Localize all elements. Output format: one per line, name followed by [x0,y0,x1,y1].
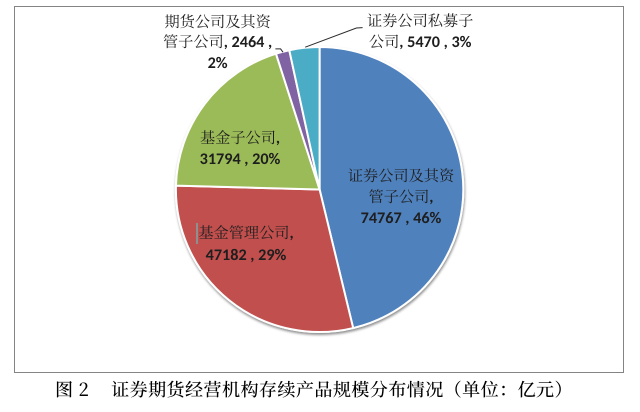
data-label-基金管理公司: 基金管理公司, 47182 , 29% [161,223,331,266]
caption-title: 证券期货经营机构存续产品规模分布情况（单位：亿元） [111,376,573,402]
leader-line-证券公司私募子公司 [305,27,363,48]
data-label-line: 基金子公司, [199,126,281,148]
data-label-line: 31794 , 20% [199,149,281,169]
data-label-line: 期货公司及其资 [164,10,271,32]
pie-slice-基金子公司 [174,52,321,191]
leader-line-期货公司及其资管子公司 [275,48,284,53]
caption-figure-number: 图 2 [54,376,90,402]
leader-lines [275,27,363,53]
data-label-line: 2% [207,54,228,74]
data-label-line: 47182 , 29% [205,245,287,265]
pie-slices [174,46,465,333]
chart-caption: 图 2 证券期货经营机构存续产品规模分布情况（单位：亿元） [0,377,628,407]
data-label-line: 74767 , 46% [360,208,442,228]
data-label-证券公司私募子公司: 证券公司私募子 公司, 5470 , 3% [335,10,505,53]
data-label-line: 公司, 5470 , 3% [368,30,472,52]
data-label-line: 管子公司, [368,185,434,207]
pie-slice-证券公司私募子公司 [288,46,321,191]
pie-slice-证券公司及其资管子公司 [318,46,465,330]
data-label-基金子公司: 基金子公司, 31794 , 20% [155,126,325,171]
data-label-line: 证券公司及其资 [347,165,455,187]
pie-slice-基金管理公司 [174,184,355,333]
data-label-line: 基金管理公司, [198,222,294,244]
data-label-line: 管子公司, 2464 , [162,30,273,52]
data-label-line: 证券公司私募子 [367,10,474,32]
data-label-期货公司及其资管子公司: 期货公司及其资 管子公司, 2464 , 2% [133,10,303,75]
data-label-证券公司及其资管子公司: 证券公司及其资 管子公司, 74767 , 46% [316,166,486,229]
text-cursor [196,222,198,244]
